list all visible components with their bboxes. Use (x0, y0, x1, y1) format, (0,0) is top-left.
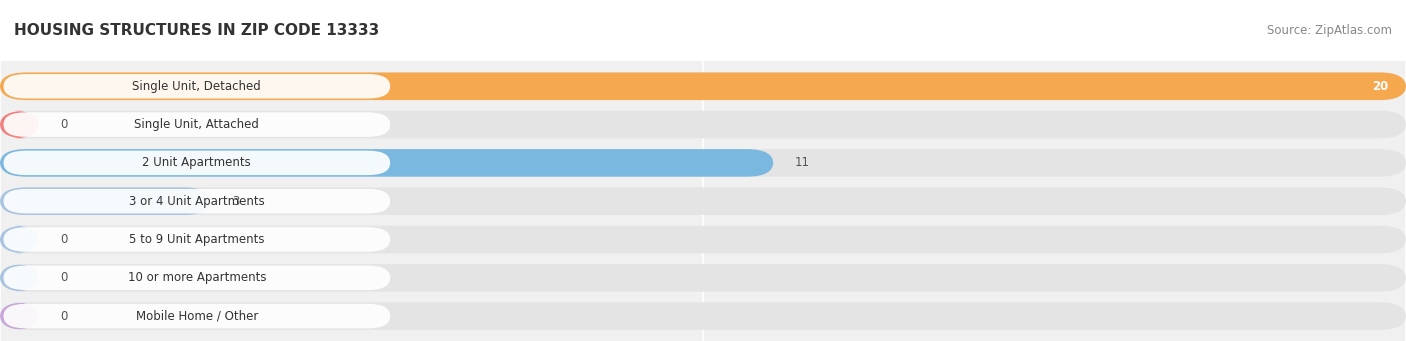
FancyBboxPatch shape (3, 266, 389, 290)
Text: Single Unit, Detached: Single Unit, Detached (132, 80, 262, 93)
Text: 0: 0 (59, 310, 67, 323)
Text: Mobile Home / Other: Mobile Home / Other (135, 310, 259, 323)
FancyBboxPatch shape (0, 111, 1406, 138)
FancyBboxPatch shape (3, 151, 389, 175)
FancyBboxPatch shape (0, 188, 211, 215)
Text: 0: 0 (59, 233, 67, 246)
FancyBboxPatch shape (0, 73, 1406, 100)
Text: 5 to 9 Unit Apartments: 5 to 9 Unit Apartments (129, 233, 264, 246)
FancyBboxPatch shape (0, 188, 1406, 215)
FancyBboxPatch shape (0, 149, 1406, 177)
FancyBboxPatch shape (0, 302, 1406, 330)
Text: 0: 0 (59, 271, 67, 284)
FancyBboxPatch shape (0, 264, 1406, 292)
FancyBboxPatch shape (0, 226, 1406, 253)
Text: 10 or more Apartments: 10 or more Apartments (128, 271, 266, 284)
FancyBboxPatch shape (3, 304, 389, 328)
Text: 20: 20 (1372, 80, 1389, 93)
Text: 3 or 4 Unit Apartments: 3 or 4 Unit Apartments (129, 195, 264, 208)
Text: Source: ZipAtlas.com: Source: ZipAtlas.com (1267, 24, 1392, 37)
FancyBboxPatch shape (0, 149, 773, 177)
FancyBboxPatch shape (0, 226, 39, 253)
Text: HOUSING STRUCTURES IN ZIP CODE 13333: HOUSING STRUCTURES IN ZIP CODE 13333 (14, 23, 380, 38)
FancyBboxPatch shape (0, 264, 39, 292)
FancyBboxPatch shape (0, 302, 39, 330)
FancyBboxPatch shape (3, 227, 389, 252)
FancyBboxPatch shape (3, 189, 389, 213)
Text: Single Unit, Attached: Single Unit, Attached (135, 118, 259, 131)
FancyBboxPatch shape (3, 112, 389, 137)
Text: 11: 11 (794, 157, 810, 169)
FancyBboxPatch shape (3, 74, 389, 99)
FancyBboxPatch shape (0, 73, 1406, 100)
FancyBboxPatch shape (0, 111, 39, 138)
Text: 3: 3 (232, 195, 239, 208)
Text: 2 Unit Apartments: 2 Unit Apartments (142, 157, 252, 169)
Text: 0: 0 (59, 118, 67, 131)
